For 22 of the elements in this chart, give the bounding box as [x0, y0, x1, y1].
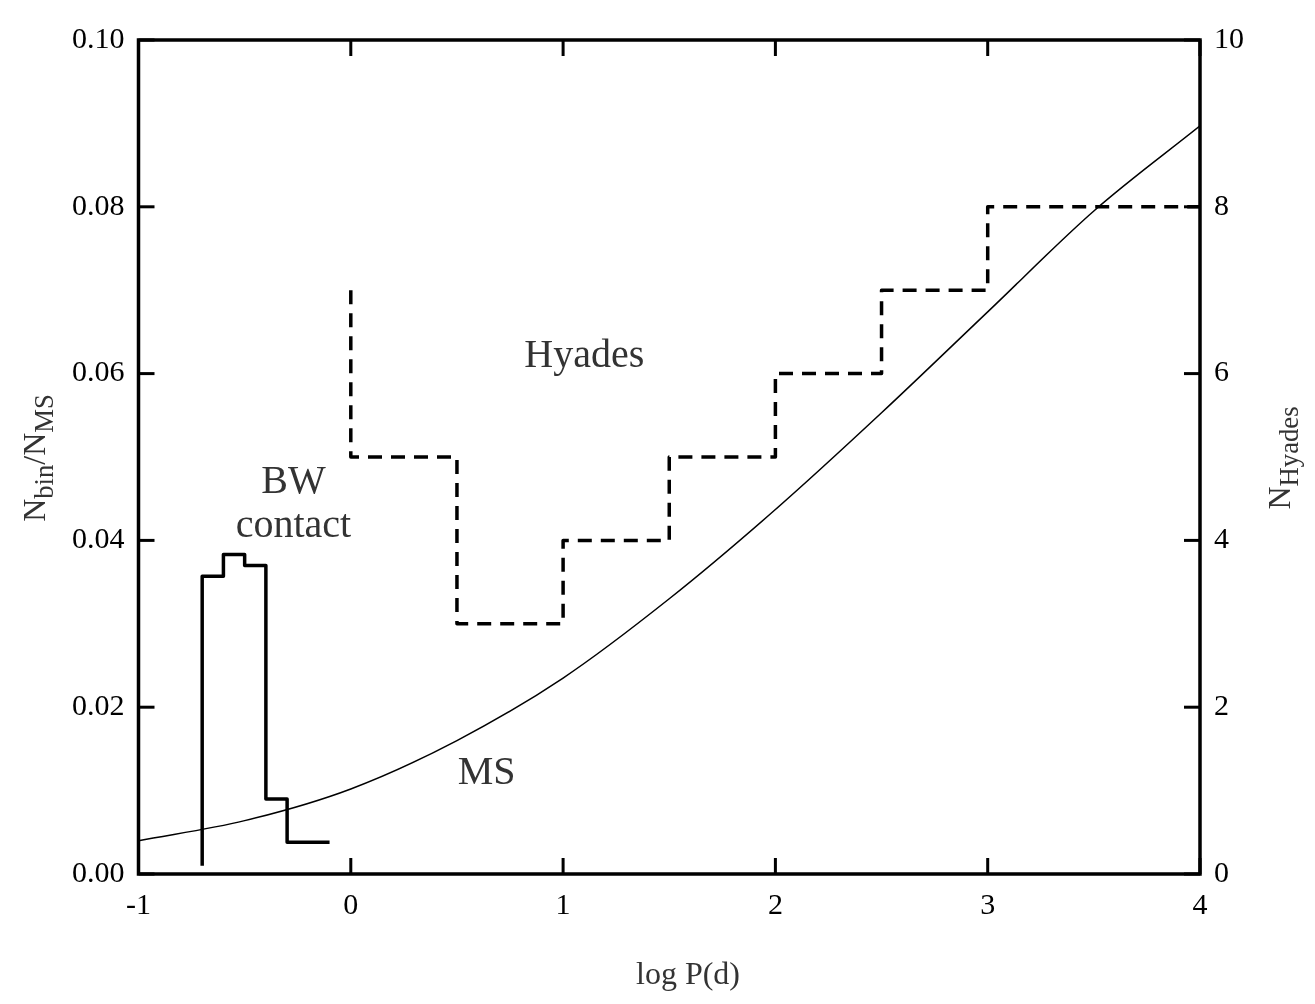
- y-tick-label: 0.08: [72, 187, 125, 221]
- annotation: MS: [457, 747, 516, 793]
- y2-tick-label: 4: [1214, 521, 1229, 555]
- y2-tick-label: 6: [1214, 354, 1229, 388]
- annotation: Hyades: [524, 331, 645, 377]
- y-tick-label: 0.00: [72, 854, 125, 888]
- y2-tick-label: 10: [1214, 20, 1244, 54]
- x-tick-label: 4: [1192, 886, 1208, 920]
- annotation: BW contact: [235, 457, 352, 547]
- x-tick-label: 1: [555, 886, 571, 920]
- x-tick-label: 0: [343, 886, 359, 920]
- y2-tick-label: 8: [1214, 187, 1229, 221]
- y-tick-label: 0.10: [72, 20, 125, 54]
- y2-tick-label: 2: [1214, 688, 1229, 722]
- y-tick-label: 0.04: [72, 521, 125, 555]
- x-tick-label: -1: [126, 886, 151, 920]
- y2-tick-label: 0: [1214, 854, 1229, 888]
- y-tick-label: 0.06: [72, 354, 125, 388]
- x-tick-label: 2: [767, 886, 783, 920]
- x-axis-title: log P(d): [635, 955, 741, 992]
- y-tick-label: 0.02: [72, 688, 125, 722]
- x-tick-label: 3: [980, 886, 996, 920]
